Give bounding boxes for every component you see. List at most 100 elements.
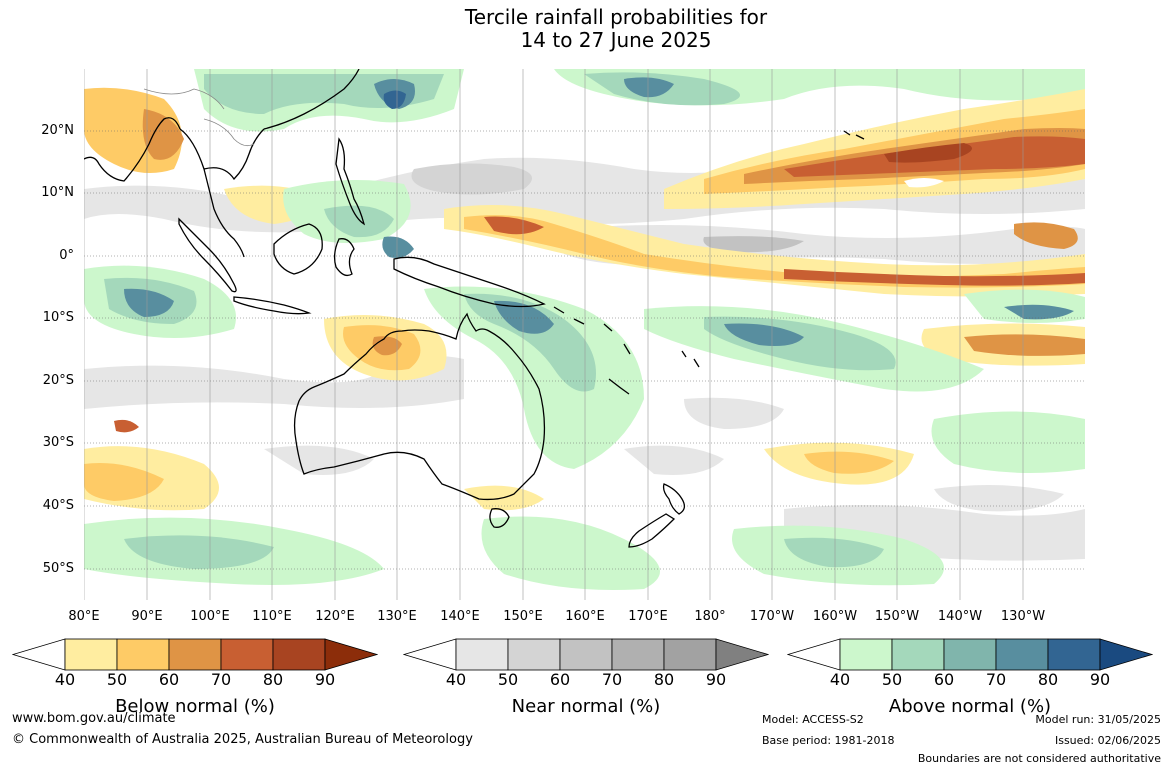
indochina-coastline <box>179 128 265 258</box>
tasmania-coastline <box>489 508 510 528</box>
colorbar-segment <box>507 638 561 671</box>
colorbar-segment <box>611 638 665 671</box>
above-region <box>624 77 674 98</box>
colorbar-tick-label: 60 <box>158 670 180 689</box>
colorbar-tick-label: 70 <box>985 670 1007 689</box>
above-region <box>324 205 394 238</box>
longitude-label: 80°E <box>68 609 100 624</box>
colorbar-title: Above normal (%) <box>888 696 1052 717</box>
colorbar-below <box>12 638 378 671</box>
colorbar-tick-label: 50 <box>497 670 519 689</box>
below-region <box>804 451 894 474</box>
near-region <box>624 445 724 475</box>
model-name: Model: ACCESS-S2 <box>762 713 864 726</box>
near-region <box>411 163 532 195</box>
model-run-date: Model run: 31/05/2025 <box>1035 713 1161 726</box>
new-caledonia-coastline <box>608 378 630 395</box>
latitude-label: 20°S <box>42 373 74 388</box>
colorbar-min-arrow <box>787 638 841 671</box>
colorbar-tick-label: 60 <box>933 670 955 689</box>
colorbar-tick-label: 40 <box>829 670 851 689</box>
colorbar-segment <box>891 638 945 671</box>
colorbar-segment <box>1047 638 1101 671</box>
issued-date: Issued: 02/06/2025 <box>1054 734 1161 747</box>
colorbar-min-arrow <box>403 638 457 671</box>
longitude-label: 160°E <box>565 609 605 624</box>
longitude-label: 120°E <box>315 609 355 624</box>
colorbar-segment <box>839 638 893 671</box>
colorbar-tick-label: 40 <box>54 670 76 689</box>
below-region <box>1014 222 1078 249</box>
near-region <box>934 485 1064 512</box>
country-borders <box>143 88 255 147</box>
longitude-label: 170°E <box>628 609 668 624</box>
colorbar-tick-label: 70 <box>210 670 232 689</box>
colorbar-tick-label: 90 <box>705 670 727 689</box>
longitude-label: 160°W <box>812 609 858 624</box>
sumatra-coastline <box>178 217 237 293</box>
china-coastline <box>263 69 360 130</box>
near-region <box>84 355 464 409</box>
colorbar-tick-label: 80 <box>653 670 675 689</box>
colorbar-max-arrow <box>324 638 378 671</box>
colorbar-tick-label: 50 <box>881 670 903 689</box>
colorbar-tick-label: 50 <box>106 670 128 689</box>
base-period: Base period: 1981-2018 <box>762 734 895 747</box>
above-region <box>724 323 804 346</box>
longitude-label: 90°E <box>131 609 163 624</box>
map-title-line1: Tercile rainfall probabilities for <box>464 5 768 29</box>
longitude-label: 150°W <box>874 609 920 624</box>
below-region <box>784 269 1085 286</box>
above-region <box>784 537 884 568</box>
near-region <box>684 397 784 429</box>
colorbar-segment <box>995 638 1049 671</box>
colorbar-tick-label: 80 <box>262 670 284 689</box>
rainfall-probability-map <box>84 69 1085 600</box>
map-title-line2: 14 to 27 June 2025 <box>520 28 712 52</box>
probability-field <box>84 69 1085 590</box>
above-region <box>464 293 596 392</box>
below-region <box>142 109 184 160</box>
new-zealand-coastline <box>628 483 686 548</box>
colorbar-segment <box>168 638 222 671</box>
colorbar-segment <box>455 638 509 671</box>
latitude-label: 0° <box>59 248 74 263</box>
colorbar-above-graphic <box>787 638 1153 671</box>
boundaries-disclaimer: Boundaries are not considered authoritat… <box>917 752 1161 765</box>
colorbar-title: Below normal (%) <box>115 696 275 717</box>
colorbar-tick-label: 70 <box>601 670 623 689</box>
below-region <box>964 334 1085 356</box>
above-region <box>494 300 554 334</box>
latitude-label: 10°S <box>42 310 74 325</box>
colorbar-segment <box>116 638 170 671</box>
longitude-label: 130°W <box>1000 609 1046 624</box>
new-guinea-coastline <box>393 256 546 308</box>
latitude-label: 20°N <box>41 123 74 138</box>
copyright-text: © Commonwealth of Australia 2025, Austra… <box>12 732 473 747</box>
colorbar-near <box>403 638 769 671</box>
colorbar-segment <box>559 638 613 671</box>
colorbar-min-arrow <box>12 638 66 671</box>
latitude-label: 30°S <box>42 435 74 450</box>
colorbar-segment <box>943 638 997 671</box>
below-region <box>444 205 1085 297</box>
below-region <box>884 143 972 163</box>
borneo-coastline <box>273 223 323 275</box>
longitude-label: 170°W <box>749 609 795 624</box>
philippines-coastline <box>335 137 366 226</box>
colorbar-title: Near normal (%) <box>511 696 661 717</box>
colorbar-segment <box>272 638 326 671</box>
latitude-label: 10°N <box>41 185 74 200</box>
longitude-label: 150°E <box>503 609 543 624</box>
below-region <box>484 216 544 235</box>
map-canvas <box>84 69 1085 600</box>
below-region <box>84 463 164 501</box>
below-region <box>114 419 139 433</box>
above-region <box>124 288 174 317</box>
hawaii-coastline <box>843 130 865 140</box>
longitude-label: 140°E <box>440 609 480 624</box>
colorbar-tick-label: 80 <box>1037 670 1059 689</box>
above-region <box>382 236 414 258</box>
india-coastline <box>84 117 181 182</box>
above-region <box>481 516 660 590</box>
